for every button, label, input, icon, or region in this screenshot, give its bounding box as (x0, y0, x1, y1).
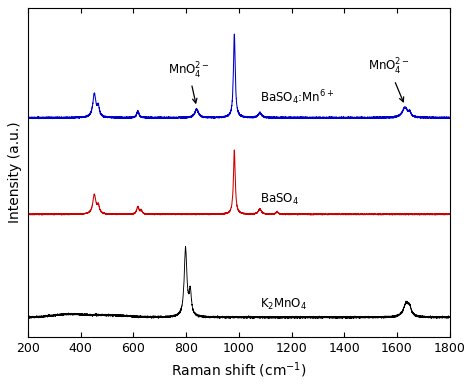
Text: MnO$_4^{2-}$: MnO$_4^{2-}$ (168, 61, 210, 103)
X-axis label: Raman shift (cm$^{-1}$): Raman shift (cm$^{-1}$) (171, 360, 307, 380)
Text: K$_2$MnO$_4$: K$_2$MnO$_4$ (260, 296, 307, 312)
Y-axis label: Intensity (a.u.): Intensity (a.u.) (9, 122, 22, 223)
Text: BaSO$_4$: BaSO$_4$ (260, 192, 299, 207)
Text: BaSO$_4$:Mn$^{6+}$: BaSO$_4$:Mn$^{6+}$ (260, 88, 334, 107)
Text: MnO$_4^{2-}$: MnO$_4^{2-}$ (368, 57, 410, 102)
